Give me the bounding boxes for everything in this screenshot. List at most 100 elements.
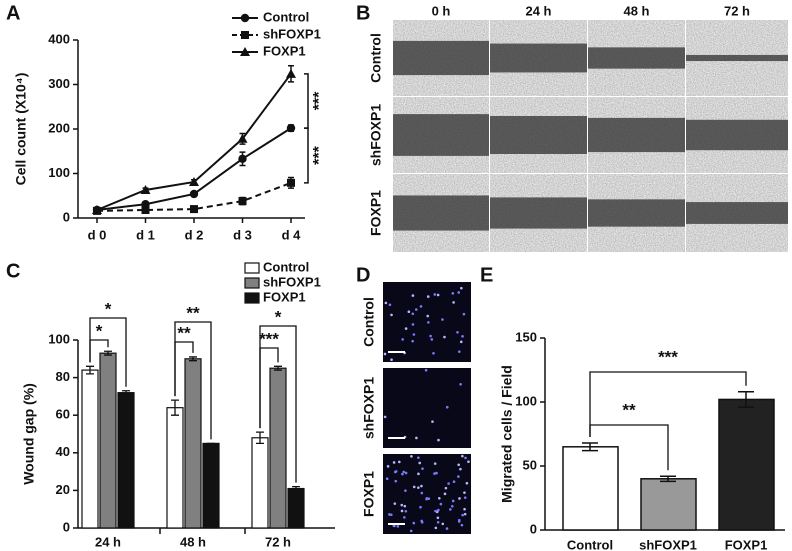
significance: * (96, 321, 103, 340)
cell-dot (457, 463, 460, 467)
x-tick-label: d 4 (282, 227, 302, 242)
cell-dot (417, 456, 420, 459)
cell-dot (420, 491, 424, 495)
cell-dot (429, 334, 432, 338)
error-bar (582, 442, 598, 452)
cell-dot (386, 465, 390, 468)
cell-dot (409, 529, 413, 533)
cell-dot (439, 502, 443, 506)
row-label: Control (368, 33, 384, 83)
cell-dot (427, 321, 430, 324)
cell-dot (402, 470, 406, 474)
error-bar (274, 365, 282, 371)
error-bar (292, 485, 300, 492)
error-bar (86, 365, 94, 375)
cell-dot (445, 527, 449, 530)
cell-dot (464, 456, 467, 460)
cell-dot (403, 504, 407, 508)
cell-dot (417, 486, 420, 489)
wound-gap (588, 47, 685, 69)
cell-dot (457, 518, 461, 522)
cell-dot (460, 523, 464, 527)
x-tick-label: 48 h (180, 534, 206, 549)
y-axis-label: Cell count (X10⁴) (13, 73, 29, 186)
cell-dot (419, 505, 422, 509)
cell-dot (433, 472, 436, 475)
cell-dot (415, 436, 418, 440)
micrograph (383, 282, 471, 362)
y-tick-label: 50 (523, 457, 537, 472)
cell-dot (404, 471, 408, 475)
legend-label: shFOXP1 (263, 26, 321, 41)
legend-label: FOXP1 (263, 43, 306, 58)
bar (202, 442, 220, 529)
cell-dot (436, 520, 440, 524)
cell-dot (459, 340, 463, 344)
cell-dot (450, 504, 454, 508)
y-tick-label: 20 (56, 482, 70, 497)
column-label: 48 h (623, 3, 649, 18)
bracket (259, 347, 279, 429)
panel-letter: B (356, 2, 370, 24)
cell-dot (419, 305, 423, 308)
y-tick-label: 0 (63, 519, 70, 534)
cell-dot (390, 358, 393, 362)
cell-dot (411, 312, 415, 316)
cell-dot (436, 516, 440, 520)
y-tick-label: 40 (56, 444, 70, 459)
cell-dot (411, 294, 415, 297)
cell-dot (459, 382, 462, 386)
row-label: Control (361, 297, 377, 347)
x-tick-label: Control (567, 537, 613, 551)
cell-dot (404, 327, 408, 330)
legend-label: shFOXP1 (263, 274, 321, 289)
cell-dot (412, 333, 416, 336)
cell-dot (385, 477, 389, 481)
bar (251, 437, 269, 529)
series-line (96, 181, 292, 212)
column-label: 24 h (525, 3, 551, 18)
cell-dot (384, 301, 388, 305)
significance: *** (658, 347, 678, 366)
error-bar (256, 431, 264, 445)
cell-dot (431, 420, 434, 423)
row-label: shFOXP1 (361, 377, 377, 439)
row-label: FOXP1 (368, 190, 384, 236)
cell-dot (420, 484, 423, 488)
error-bar (660, 475, 676, 483)
cell-dot (424, 368, 428, 372)
error-bar (189, 356, 197, 362)
y-tick-label: 400 (48, 31, 70, 46)
bar (184, 358, 202, 529)
cell-dot (432, 352, 435, 355)
cell-dot (401, 338, 404, 341)
legend-label: Control (263, 259, 309, 274)
cell-dot (414, 308, 418, 311)
legend-marker (241, 31, 249, 39)
bracket (174, 341, 194, 397)
cell-dot (435, 471, 438, 475)
significance: *** (311, 91, 328, 110)
y-tick-label: 100 (48, 331, 70, 346)
cell-dot (426, 295, 430, 298)
marker (92, 204, 102, 214)
cell-dot (400, 503, 404, 507)
y-tick-label: 300 (48, 76, 70, 91)
column-label: 0 h (432, 3, 451, 18)
marker (141, 205, 150, 214)
significance: ** (186, 303, 200, 322)
cell-dot (441, 318, 444, 321)
micrograph (383, 454, 471, 534)
significance: ** (622, 400, 636, 419)
bracket (89, 339, 109, 363)
cell-dot (388, 513, 391, 516)
x-tick-label: FOXP1 (725, 537, 768, 551)
cell-dot (388, 303, 392, 307)
cell-dot (383, 415, 387, 419)
bar (718, 398, 775, 531)
wound-gap (490, 116, 587, 154)
cell-dot (383, 352, 387, 356)
bar (166, 407, 184, 529)
y-tick-label: 60 (56, 407, 70, 422)
wound-gap (588, 117, 685, 153)
